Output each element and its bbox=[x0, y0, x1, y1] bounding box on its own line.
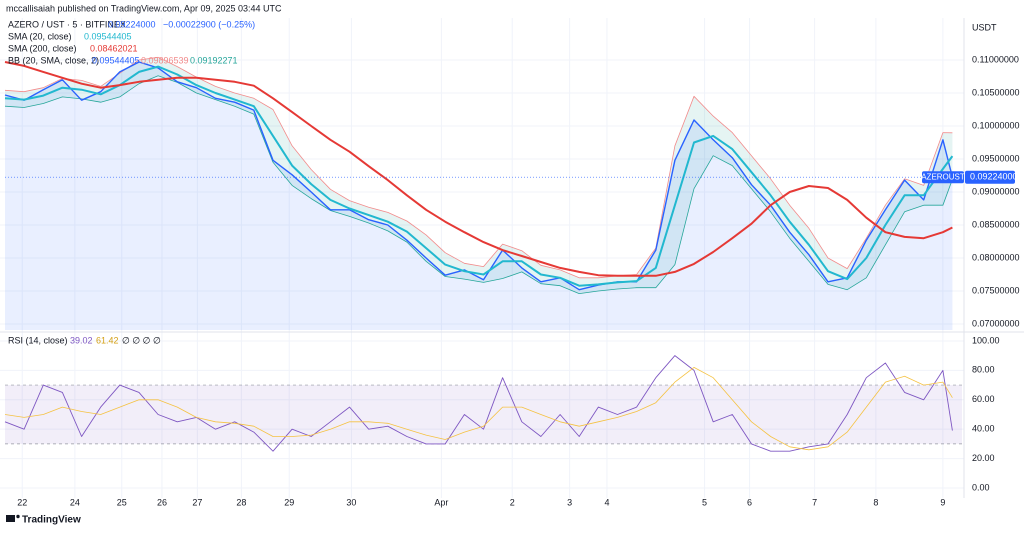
legend-rsi-value: 39.02 bbox=[70, 335, 93, 345]
y-tick-label: 0.07500000 bbox=[972, 285, 1020, 295]
y-tick-label: 0.07000000 bbox=[972, 318, 1020, 328]
x-tick-label: 2 bbox=[510, 497, 515, 507]
legend-bb: BB (20, SMA, close, 2) bbox=[8, 55, 99, 65]
x-tick-label: 27 bbox=[192, 497, 202, 507]
last-price-label: 0.09224000 bbox=[970, 172, 1018, 182]
legend-sma200: SMA (200, close) bbox=[8, 43, 77, 53]
y-tick-label: 0.11000000 bbox=[972, 54, 1019, 64]
bollinger-lower bbox=[4, 75, 953, 294]
price-line bbox=[4, 61, 954, 291]
y-tick-label: 100.00 bbox=[972, 335, 1000, 345]
legend-rsi-ma-value: 61.42 bbox=[96, 335, 119, 345]
x-tick-label: Apr bbox=[434, 497, 448, 507]
x-tick-label: 24 bbox=[70, 497, 80, 507]
x-tick-label: 22 bbox=[17, 497, 27, 507]
x-tick-label: 28 bbox=[236, 497, 246, 507]
price-line bbox=[4, 65, 954, 287]
brand: TradingView bbox=[22, 515, 81, 526]
legend-bb-upper: 0.09896539 bbox=[141, 55, 189, 65]
x-tick-label: 4 bbox=[604, 497, 609, 507]
y-tick-label: 0.08500000 bbox=[972, 219, 1020, 229]
legend-rsi: RSI (14, close) bbox=[8, 335, 68, 345]
last-price-box bbox=[965, 170, 1015, 184]
price-tag: AZEROUST bbox=[921, 172, 965, 181]
x-tick-label: 3 bbox=[567, 497, 572, 507]
y-tick-label: 80.00 bbox=[972, 365, 995, 375]
legend-sma200-value: 0.08462021 bbox=[90, 43, 138, 53]
legend-symbol: AZERO / UST · 5 · BITFINEX bbox=[8, 19, 126, 29]
legend-sma20: SMA (20, close) bbox=[8, 31, 72, 41]
legend-bb-basis: 0.09544405 bbox=[92, 55, 140, 65]
x-tick-label: 30 bbox=[346, 497, 356, 507]
rsi-band bbox=[5, 385, 962, 444]
price-line bbox=[4, 61, 953, 277]
x-tick-label: 6 bbox=[747, 497, 752, 507]
y-tick-label: 20.00 bbox=[972, 453, 995, 463]
y-tick-label: 0.08000000 bbox=[972, 252, 1020, 262]
legend-last: 0.09224000 bbox=[108, 19, 156, 29]
plot bbox=[4, 56, 964, 452]
x-tick-label: 26 bbox=[157, 497, 167, 507]
publisher: mccallisaiah published on TradingView.co… bbox=[6, 3, 282, 13]
rsi-line bbox=[4, 355, 953, 452]
x-tick-label: 25 bbox=[117, 497, 127, 507]
y-tick-label: 40.00 bbox=[972, 424, 995, 434]
bollinger-upper bbox=[4, 56, 953, 279]
price-tag-box bbox=[922, 171, 964, 184]
y-tick-label: 60.00 bbox=[972, 394, 995, 404]
rsi-line bbox=[4, 367, 953, 451]
y-tick-label: 0.09000000 bbox=[972, 186, 1020, 196]
brand-logo bbox=[6, 514, 20, 522]
y-tick-label: 0.10000000 bbox=[972, 120, 1020, 130]
bollinger-fill bbox=[5, 57, 953, 294]
legend-rsi-na: ∅ ∅ ∅ ∅ bbox=[122, 335, 161, 345]
x-tick-label: 9 bbox=[940, 497, 945, 507]
x-tick-label: 29 bbox=[284, 497, 294, 507]
legend-change: −0.00022900 (−0.25%) bbox=[163, 19, 255, 29]
price-area bbox=[5, 61, 953, 331]
y-tick-label: 0.09500000 bbox=[972, 153, 1020, 163]
y-tick-label: 0.10500000 bbox=[972, 87, 1020, 97]
price-axis-unit: USDT bbox=[972, 22, 997, 32]
y-tick-label: 0.00 bbox=[972, 482, 990, 492]
x-tick-label: 5 bbox=[702, 497, 707, 507]
legend-sma20-value: 0.09544405 bbox=[84, 31, 132, 41]
legend-bb-lower: 0.09192271 bbox=[190, 55, 238, 65]
x-tick-label: 8 bbox=[873, 497, 878, 507]
x-tick-label: 7 bbox=[812, 497, 817, 507]
